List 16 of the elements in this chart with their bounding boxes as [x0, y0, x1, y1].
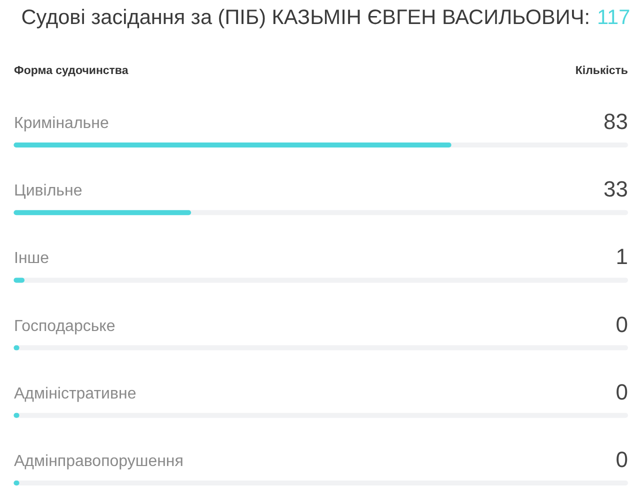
y-tick-label: Інше — [14, 250, 50, 268]
y-axis-title: Форма судочинства — [14, 65, 129, 77]
y-tick-label: Кримінальне — [14, 115, 109, 132]
data-label: 33 — [604, 176, 628, 202]
x-axis-title: Кількість — [575, 65, 628, 77]
chart-title: Судові засідання за (ПІБ) КАЗЬМІН ЄВГЕН ВАСИЛЬОВИЧ: — [21, 6, 590, 29]
data-label: 0 — [616, 312, 628, 337]
chart-subtitle: 117 — [597, 6, 630, 29]
data-label: 1 — [616, 244, 628, 270]
y-tick-label: Цивільне — [14, 182, 82, 200]
y-tick-label: Господарське — [14, 318, 116, 335]
y-tick-label: Адмінправопорушення — [14, 453, 184, 470]
y-tick-label: Адміністративне — [14, 385, 136, 402]
data-label: 83 — [604, 109, 628, 134]
data-label: 0 — [616, 379, 628, 404]
data-label: 0 — [616, 447, 628, 472]
